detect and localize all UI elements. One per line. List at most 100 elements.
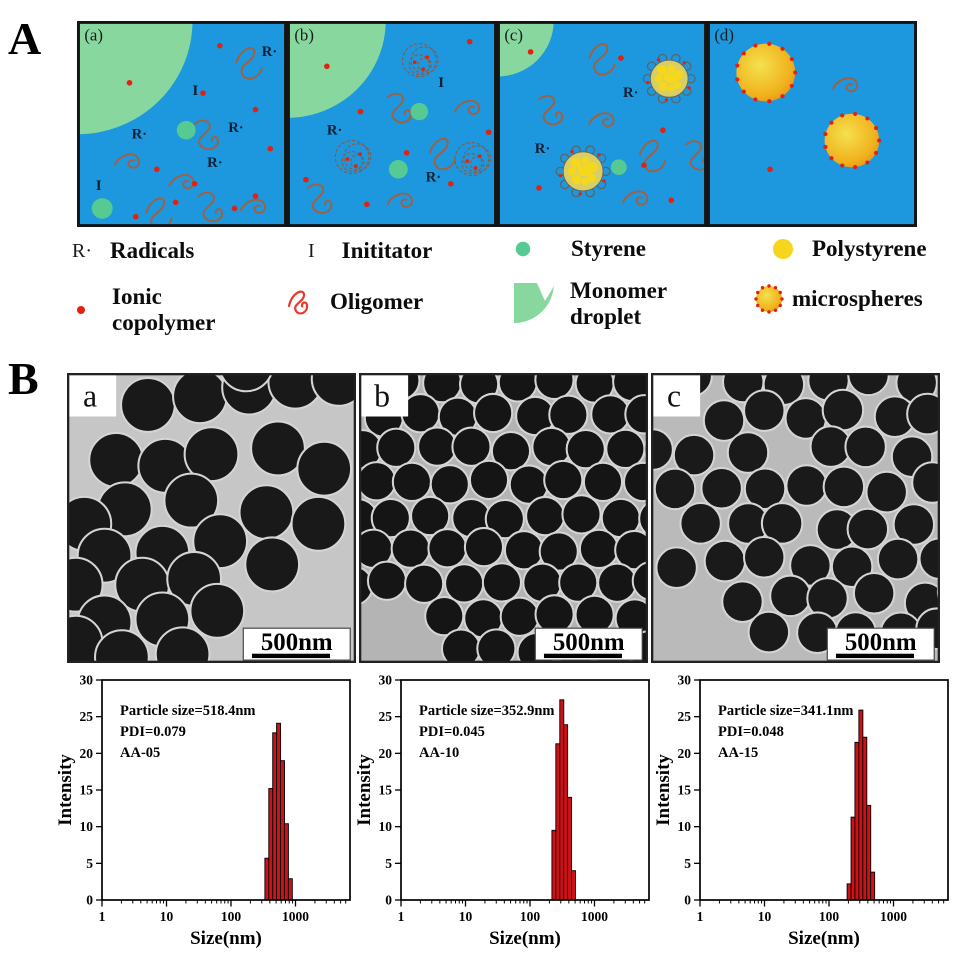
oligomer-aggregate [454,141,492,177]
oligomer-squiggle [538,94,564,126]
oligomer-squiggle [197,191,224,223]
polystyrene-sphere [429,464,470,505]
legend-label-ionic-copolymer: Ionic copolymer [112,284,216,335]
svg-text:10: 10 [459,909,473,924]
polystyrene-sphere [476,628,517,663]
legend-item-oligomer: Oligomer [286,286,423,318]
polystyrene-sphere [463,526,505,568]
legend-label-styrene: Styrene [571,236,646,261]
polystyrene-sphere [672,433,716,477]
polystyrene-sphere [822,465,866,509]
x-axis-label: Size(nm) [190,928,262,949]
polystyrene-sphere [865,470,908,514]
svg-text:I: I [438,75,444,91]
polystyrene-microsphere [823,111,882,170]
tem-image-c: c 500nm [651,373,940,663]
svg-text:25: 25 [678,709,692,724]
polystyrene-sphere [703,539,747,583]
annotation-line: PDI=0.079 [120,724,186,740]
svg-text:100: 100 [221,909,242,924]
svg-text:R·: R· [623,85,639,101]
ionic-copolymer-dot [618,55,624,61]
svg-text:5: 5 [86,856,93,871]
y-axis-label: Intensity [357,754,375,826]
tem-label-box [651,373,701,417]
tem-image-b: b 500nm [359,373,648,663]
polystyrene-sphere [622,461,648,503]
svg-text:1: 1 [398,909,405,924]
ionic-copolymer-dot [231,205,238,212]
polystyrene-sphere [702,399,746,442]
polystyrene-sphere [590,394,631,435]
polystyrene-sphere [163,472,220,529]
svg-text:1000: 1000 [581,909,608,924]
svg-text:20: 20 [379,746,393,761]
polystyrene-sphere [597,562,638,603]
svg-text:5: 5 [385,856,392,871]
polystyrene-sphere [538,531,579,572]
polystyrene-sphere [424,595,465,637]
svg-text:R·: R· [426,170,442,186]
bars [264,722,293,901]
polystyrene-sphere [578,528,620,570]
svg-text:R·: R· [207,155,223,171]
y-axis-label: Intensity [58,754,76,826]
ionic-copolymer-dot [485,129,492,136]
polystyrene-sphere [440,628,482,663]
styrene-droplet [410,102,429,121]
svg-text:25: 25 [379,709,393,724]
ionic-copolymer-dot [191,180,198,187]
polystyrene-sphere [721,580,764,623]
scale-bar-label: 500nm [261,629,333,656]
annotation-line: AA-10 [419,745,459,761]
tem-label-box [67,373,117,417]
polystyrene-sphere [743,389,786,432]
schematic-stage-b: I R· R· (b) [287,21,497,227]
polystyrene-sphere [244,536,301,593]
legend-label-microspheres: microspheres [792,286,923,311]
legend-item-radicals: R· Radicals [72,238,194,264]
growing-polystyrene-particle [555,145,611,198]
tem-panel-letter: b [374,378,390,413]
polystyrene-sphere [310,373,356,407]
svg-text:5: 5 [684,856,691,871]
polystyrene-sphere [94,629,150,663]
polystyrene-sphere [410,495,451,537]
annotation-line: Particle size=352.9nm [419,703,555,719]
polystyrene-sphere [543,459,584,501]
stage-label: (c) [504,26,523,45]
ionic-copolymer-dot [267,145,274,152]
polystyrene-sphere [451,426,492,467]
stage-label: (d) [714,26,734,45]
svg-text:15: 15 [80,783,94,798]
dls-chart-aa15: 0 5 10 15 20 25 30 1 10 100 1000 Particle size=341.… [653,668,955,956]
ionic-copolymer-dot [303,176,309,183]
svg-text:15: 15 [379,783,393,798]
dls-histogram: 0 5 10 15 20 25 30 1 10 100 1000 Particle size=518.… [55,673,351,949]
polystyrene-sphere [390,528,431,569]
oligomer-squiggle [168,174,195,190]
oligomer-squiggle [145,197,173,227]
ionic-copolymer-dot [536,185,542,191]
polystyrene-sphere [700,466,743,510]
polystyrene-sphere [525,495,566,537]
annotation-line: PDI=0.048 [718,724,784,740]
polystyrene-sphere [906,392,940,436]
polystyrene-sphere [911,461,940,504]
styrene-droplet [91,198,113,219]
polystyrene-sphere [789,544,832,587]
polystyrene-sphere [359,461,397,502]
svg-text:100: 100 [819,909,840,924]
annotation-line: Particle size=341.1nm [718,703,854,719]
legend-item-styrene: Styrene [515,236,646,262]
section-a-label: A [8,13,42,64]
polystyrene-sphere [499,596,540,637]
polystyrene-sphere [290,495,347,552]
monomer-droplet [497,21,554,77]
legend-label-initiator: Inititator [341,238,433,263]
ionic-copolymer-dot [172,199,179,206]
scale-bar [835,653,914,659]
polystyrene-sphere [172,373,228,425]
ionic-copolymer-dot [668,197,675,204]
tem-panel-letter: c [667,378,681,413]
